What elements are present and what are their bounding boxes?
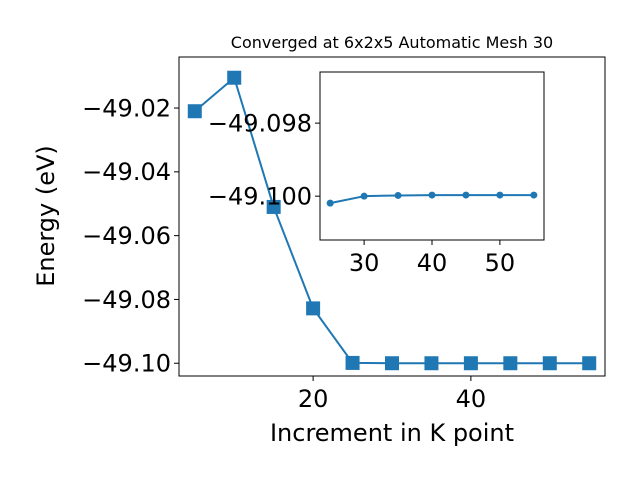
x-tick-label: 30 xyxy=(349,249,380,277)
data-point xyxy=(463,356,478,371)
y-tick-label: −49.06 xyxy=(82,222,171,250)
x-axis-label: Increment in K point xyxy=(270,419,514,447)
data-point xyxy=(582,356,597,371)
x-tick-label: 50 xyxy=(485,249,516,277)
main-series xyxy=(187,70,597,371)
data-point xyxy=(496,191,504,199)
y-tick-label: −49.10 xyxy=(82,350,171,378)
main-axis-ticks: 20 40 −49.02 −49.04 −49.06 −49.08 −49.10 xyxy=(82,94,486,412)
y-tick-label: −49.08 xyxy=(82,286,171,314)
data-point xyxy=(542,356,557,371)
chart-title: Converged at 6x2x5 Automatic Mesh 30 xyxy=(231,33,553,52)
x-tick-label: 40 xyxy=(417,249,448,277)
x-tick-label: 20 xyxy=(298,385,329,413)
y-tick-label: −49.100 xyxy=(208,183,312,211)
data-point xyxy=(424,356,439,371)
inset-axis-ticks: 30 40 50 −49.100 −49.098 xyxy=(208,110,515,277)
data-point xyxy=(266,199,281,214)
data-point xyxy=(187,104,202,119)
data-point xyxy=(394,191,402,199)
data-point xyxy=(428,191,436,199)
data-point xyxy=(345,355,360,370)
data-point xyxy=(306,301,321,316)
y-tick-label: −49.098 xyxy=(208,110,312,138)
y-tick-label: −49.04 xyxy=(82,158,171,186)
data-point xyxy=(462,191,470,199)
data-point xyxy=(360,192,368,200)
inset-plot-frame xyxy=(319,71,545,241)
data-point xyxy=(227,70,242,85)
data-point xyxy=(530,191,538,199)
y-tick-label: −49.02 xyxy=(82,94,171,122)
inset-series xyxy=(326,191,538,207)
data-point xyxy=(326,199,334,207)
y-axis-label: Energy (eV) xyxy=(32,145,60,287)
x-tick-label: 40 xyxy=(456,385,487,413)
data-point xyxy=(503,356,518,371)
data-point xyxy=(385,356,399,371)
